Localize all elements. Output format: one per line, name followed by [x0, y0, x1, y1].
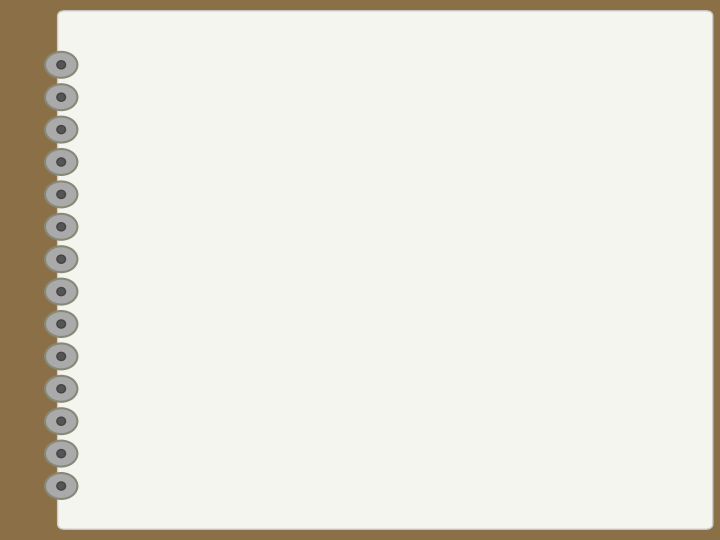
Text: H: H — [344, 283, 369, 312]
Text: double bond: double bond — [135, 289, 291, 313]
FancyBboxPatch shape — [99, 270, 112, 274]
Text: diene: diene — [154, 457, 228, 481]
FancyBboxPatch shape — [99, 276, 112, 280]
Text: C: C — [402, 218, 425, 247]
FancyBboxPatch shape — [96, 166, 114, 186]
Text: alkenes: alkenes — [97, 66, 311, 116]
Text: Only carbon and: Only carbon and — [125, 155, 332, 179]
Text: H: H — [344, 154, 369, 183]
FancyBboxPatch shape — [99, 179, 112, 183]
Text: A carbon to carbon: A carbon to carbon — [125, 252, 364, 276]
Text: A:  A: A: A — [97, 457, 159, 481]
Text: C: C — [512, 218, 534, 247]
Text: Q:  What should you call a molecule with: Q: What should you call a molecule with — [97, 420, 588, 443]
Text: hydrogen: hydrogen — [135, 192, 253, 216]
Text: H: H — [570, 283, 595, 312]
FancyBboxPatch shape — [96, 262, 114, 284]
Text: C=Cs?: C=Cs? — [463, 420, 548, 443]
Text: H: H — [570, 154, 595, 183]
FancyBboxPatch shape — [99, 173, 112, 177]
Text: two: two — [437, 420, 487, 443]
